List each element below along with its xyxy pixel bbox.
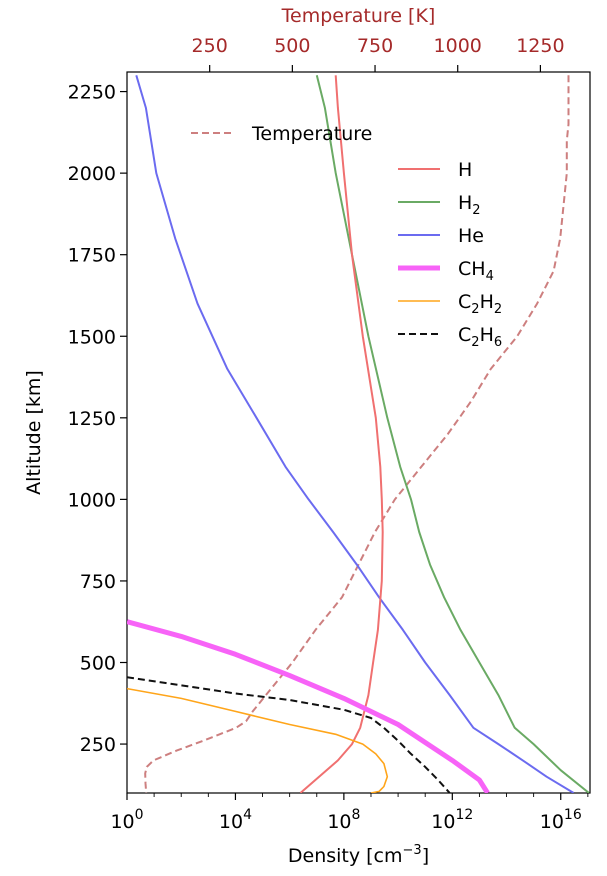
series-line-he [135,75,575,793]
legend-text: C [458,291,471,313]
legend-text: He [458,225,484,247]
legend-text: H [480,324,494,346]
legend-text: CH [458,258,486,280]
plot-frame [126,71,591,794]
legend-sub: 2 [472,203,480,218]
y-tick-label-4: 1250 [68,408,116,430]
legend-label-he: He [458,225,484,247]
x-tick-exp: 12 [455,807,473,823]
legend-label-ch4: CH4 [458,258,494,284]
x-tick-base: 10 [540,811,564,833]
y-tick-label-6: 1750 [68,245,116,267]
x-tick-exp: 8 [352,807,361,823]
series-line-c2h6 [127,676,451,793]
series-line-h2 [315,75,590,793]
x-tick-exp: 4 [243,807,252,823]
temperature-legend: Temperature [191,123,372,145]
x-axis-label-sup: −3 [403,843,422,858]
x2-tick-label-2: 750 [357,35,393,57]
legend-sub: 2 [494,302,502,317]
x-tick-base: 10 [219,811,243,833]
y-tick-label-3: 1000 [68,489,116,511]
x-axis-label-main: Density [cm [288,845,403,867]
y-tick-label-8: 2250 [68,82,116,104]
legend-text: H [458,159,472,181]
x-tick-label-2: 108 [327,807,360,833]
x-tick-base: 10 [431,811,455,833]
legend-text: H [458,192,472,214]
y-tick-label-2: 750 [80,571,116,593]
legend-label-h2: H2 [458,192,481,218]
x2-tick-label-4: 1250 [516,35,564,57]
y-tick-label-5: 1500 [68,326,116,348]
legend-label-c2h2: C2H2 [458,291,502,317]
x-tick-label-3: 1012 [431,807,473,833]
temperature-legend-label: Temperature [251,123,372,145]
legend-label-h: H [458,159,472,181]
legend-sub: 2 [471,302,479,317]
x-tick-label-4: 1016 [540,807,582,833]
y-tick-label-0: 250 [80,734,116,756]
legend-text: C [458,324,471,346]
x-axis-label-end: ] [422,845,429,867]
legend-label-c2h6: C2H6 [458,324,502,350]
series-line-h [299,75,384,793]
y-tick-label-1: 500 [80,653,116,675]
y-axis-label: Altitude [km] [23,370,45,495]
series-line-c2h2 [127,687,389,793]
x-axis-label: Density [cm−3] [288,843,429,867]
x-tick-base: 10 [110,811,134,833]
legend-sub: 2 [471,335,479,350]
x2-tick-label-1: 500 [274,35,310,57]
x2-axis-label: Temperature [K] [281,5,436,27]
y-tick-label-7: 2000 [68,163,116,185]
x-tick-exp: 0 [135,807,144,823]
x2-tick-label-3: 1000 [434,35,482,57]
legend-sub: 4 [486,269,494,284]
series-line-ch4 [127,619,490,793]
legend-text: H [480,291,494,313]
x-tick-base: 10 [327,811,351,833]
x-tick-exp: 16 [564,807,582,823]
x-tick-label-0: 100 [110,807,143,833]
x2-tick-label-0: 250 [192,35,228,57]
legend-sub: 6 [494,335,502,350]
series-line-temperature [144,75,570,793]
x-tick-label-1: 104 [219,807,252,833]
series-lines [127,75,590,793]
